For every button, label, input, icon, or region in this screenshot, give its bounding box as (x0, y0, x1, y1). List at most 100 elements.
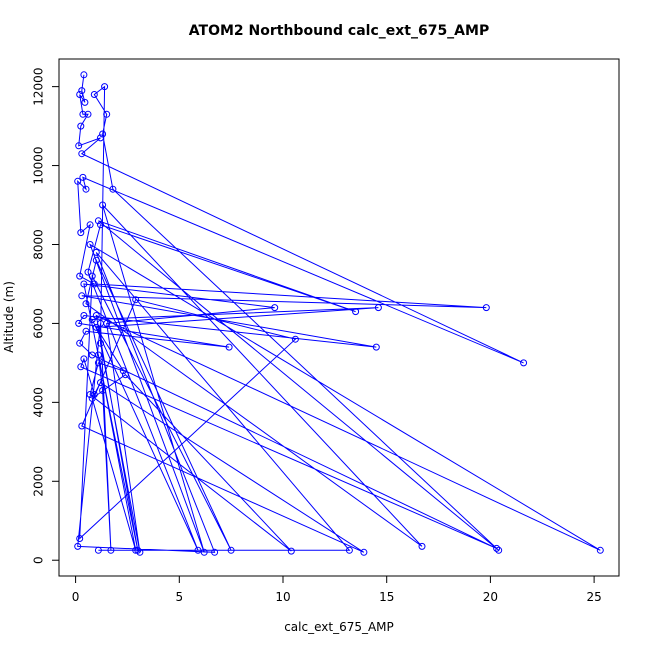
x-axis: 0 5 10 15 20 25 (72, 575, 602, 604)
data-point (136, 548, 144, 556)
data-point (76, 272, 84, 280)
data-point (132, 296, 140, 304)
data-point (88, 272, 96, 280)
x-tick-label: 25 (586, 590, 601, 604)
data-point (418, 542, 426, 550)
data-point (99, 387, 107, 394)
data-point (76, 535, 84, 542)
data-point (109, 185, 117, 193)
data-point (80, 312, 88, 319)
data-point (493, 544, 501, 552)
data-point (482, 304, 490, 312)
data-point (374, 304, 382, 312)
data-point (211, 548, 219, 556)
data-point (78, 422, 86, 430)
data-point (77, 363, 85, 371)
data-point (76, 339, 84, 347)
x-tick-label: 5 (175, 590, 183, 604)
data-point (90, 280, 98, 288)
data-point (82, 327, 90, 335)
data-point (82, 185, 90, 193)
data-point (90, 391, 98, 398)
data-point (84, 268, 92, 276)
y-axis-label: Altitude (m) (2, 281, 16, 353)
data-point (94, 351, 102, 359)
data-point (119, 367, 127, 375)
y-tick-label: 6000 (32, 308, 46, 339)
data-point (360, 548, 368, 556)
y-tick-label: 10000 (32, 146, 46, 184)
data-point (92, 323, 100, 331)
data-point (79, 110, 87, 118)
data-point (94, 546, 102, 554)
data-point (80, 280, 88, 288)
data-point (78, 150, 86, 158)
data-point (227, 546, 235, 554)
x-tick-label: 20 (483, 590, 498, 604)
x-tick-label: 10 (275, 590, 290, 604)
data-point (99, 201, 107, 209)
data-point (77, 229, 85, 237)
data-point (75, 142, 83, 150)
y-tick-label: 0 (32, 556, 46, 564)
data-point (200, 548, 208, 556)
y-tick-label: 2000 (32, 466, 46, 497)
y-tick-label: 12000 (32, 68, 46, 106)
data-point (82, 300, 90, 308)
x-tick-label: 0 (72, 590, 80, 604)
data-point (92, 248, 100, 256)
data-point (81, 98, 89, 106)
data-point (84, 110, 92, 118)
data-point (103, 110, 111, 118)
data-point (90, 91, 98, 98)
series (74, 71, 604, 556)
series-line (77, 74, 601, 553)
data-point (88, 316, 96, 323)
y-tick-label: 8000 (32, 229, 46, 260)
y-axis: 0 2000 4000 6000 8000 10000 12000 (32, 68, 60, 564)
chart-title: ATOM2 Northbound calc_ext_675_AMP (189, 23, 489, 39)
data-point (80, 71, 88, 79)
x-axis-label: calc_ext_675_AMP (284, 620, 394, 634)
data-point (74, 542, 82, 550)
data-point (107, 546, 115, 554)
data-point (80, 355, 88, 363)
data-point (92, 312, 100, 319)
y-tick-label: 4000 (32, 387, 46, 418)
data-point (77, 122, 85, 130)
data-point (271, 304, 279, 312)
data-point (97, 319, 104, 327)
data-point (291, 335, 299, 343)
x-tick-label: 15 (379, 590, 394, 604)
data-point (99, 130, 107, 138)
data-point (97, 379, 104, 387)
data-point (74, 177, 82, 185)
data-point (372, 343, 380, 351)
data-point (132, 546, 140, 554)
data-point (79, 173, 87, 181)
data-point (345, 546, 353, 554)
data-point (134, 546, 142, 554)
data-point (97, 339, 104, 347)
data-point (520, 359, 528, 367)
data-point (86, 221, 94, 229)
data-point (88, 394, 96, 402)
data-point (86, 241, 94, 248)
data-point (352, 308, 360, 316)
data-point (76, 91, 84, 98)
data-point (86, 391, 94, 398)
data-point (92, 256, 100, 264)
data-point (94, 359, 102, 367)
data-point (78, 292, 86, 300)
data-point (287, 547, 295, 555)
data-point (78, 87, 86, 95)
data-point (596, 546, 604, 554)
data-point (194, 546, 202, 554)
data-point (225, 343, 233, 351)
data-point (495, 546, 503, 554)
data-point (75, 319, 83, 327)
data-point (97, 134, 104, 142)
data-point (97, 221, 104, 229)
data-point (121, 371, 129, 379)
